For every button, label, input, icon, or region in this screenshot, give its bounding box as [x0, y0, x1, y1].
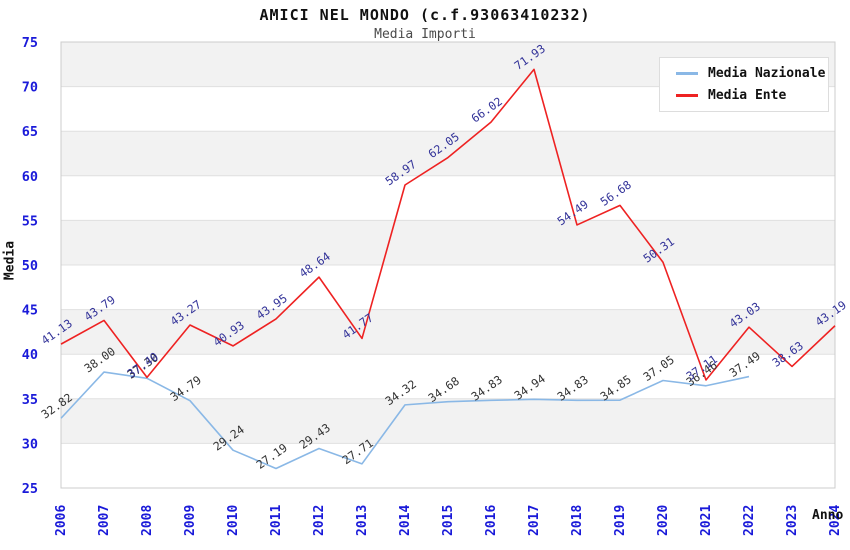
x-tick-label: 2009	[183, 505, 198, 536]
x-tick-label: 2020	[656, 505, 671, 536]
y-tick-label: 40	[22, 347, 38, 363]
media-ente-line	[60, 68, 836, 381]
plot-band	[61, 443, 835, 488]
plot-band	[61, 220, 835, 265]
y-tick-label: 75	[22, 35, 38, 51]
x-tick-label: 2014	[398, 505, 413, 536]
x-tick-label: 2017	[527, 505, 542, 536]
legend-item-media-nazionale: Media Nazionale	[676, 66, 828, 81]
x-tick-label: 2015	[441, 505, 456, 536]
media-nazionale-line-swatch	[676, 72, 698, 75]
y-tick-label: 55	[22, 213, 38, 229]
y-tick-label: 25	[22, 481, 38, 497]
plot-band	[61, 398, 835, 444]
x-tick-label: 2016	[484, 505, 499, 536]
x-tick-label: 2010	[226, 505, 241, 536]
y-tick-label: 60	[22, 169, 38, 185]
y-tick-label: 50	[22, 258, 38, 274]
y-axis-caption: Media	[2, 240, 18, 281]
x-tick-label: 2008	[140, 505, 155, 536]
plot-band	[61, 265, 835, 310]
legend-label-media-nazionale: Media Nazionale	[708, 66, 826, 81]
y-tick-label: 35	[22, 392, 38, 408]
y-tick-label: 70	[22, 80, 38, 96]
x-tick-label: 2013	[355, 505, 370, 536]
media-ente-line-swatch	[676, 94, 698, 97]
plot-band	[61, 354, 835, 399]
x-tick-label: 2006	[54, 505, 69, 536]
plot-border	[60, 41, 836, 489]
chart-title: AMICI NEL MONDO (c.f.93063410232)	[259, 6, 591, 24]
legend: Media Nazionale Media Ente	[659, 57, 829, 112]
x-tick-label: 2024	[828, 505, 843, 536]
y-tick-label: 45	[22, 303, 38, 319]
x-tick-label: 2021	[699, 505, 714, 536]
legend-item-media-ente: Media Ente	[676, 88, 828, 103]
x-tick-label: 2023	[785, 505, 800, 536]
x-tick-label: 2019	[613, 505, 628, 536]
x-axis-caption: Anno	[812, 508, 844, 523]
plot-band	[61, 131, 835, 176]
legend-label-media-ente: Media Ente	[708, 88, 787, 103]
chart-subtitle: Media Importi	[374, 27, 476, 42]
x-tick-label: 2012	[312, 505, 327, 536]
x-tick-label: 2018	[570, 505, 585, 536]
x-tick-label: 2011	[269, 505, 284, 536]
media-nazionale-line	[60, 371, 750, 470]
y-tick-label: 65	[22, 124, 38, 140]
x-tick-label: 2022	[742, 505, 757, 536]
plot-band	[61, 309, 835, 355]
plot-band	[61, 175, 835, 221]
y-tick-label: 30	[22, 436, 38, 452]
x-tick-label: 2007	[97, 505, 112, 536]
